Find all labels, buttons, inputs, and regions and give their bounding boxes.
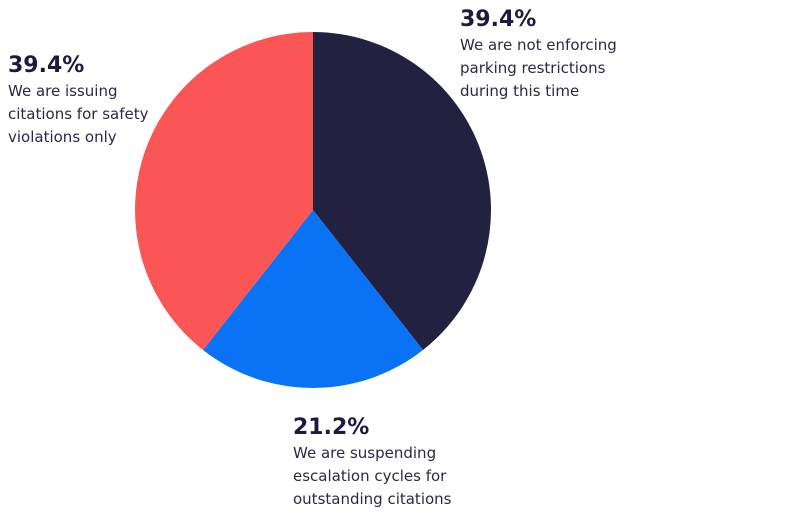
category-label: We are issuing citations for safety viol… <box>8 82 149 146</box>
slice-label: 39.4% We are not enforcing parking restri… <box>460 6 635 103</box>
pie-slice <box>203 210 423 388</box>
slice-label: 39.4% We are issuing citations for safety… <box>8 52 168 149</box>
category-label: We are suspending escalation cycles for … <box>293 444 452 508</box>
pie-slice <box>135 31 313 350</box>
value-label: 39.4% <box>8 53 85 78</box>
value-label: 21.2% <box>293 415 370 440</box>
pie-slice <box>313 32 491 350</box>
value-label: 39.4% <box>460 7 537 32</box>
category-label: We are not enforcing parking restriction… <box>460 36 617 100</box>
slice-label: 21.2% We are suspending escalation cycles… <box>293 414 473 511</box>
